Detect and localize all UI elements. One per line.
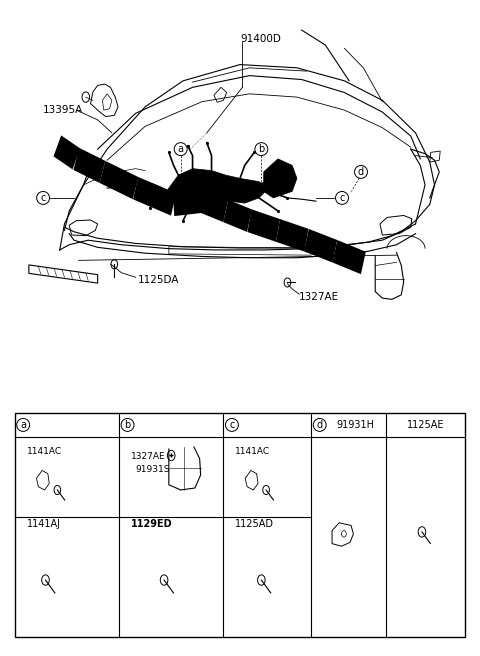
Polygon shape bbox=[333, 240, 366, 274]
Polygon shape bbox=[264, 159, 297, 198]
Text: 1125DA: 1125DA bbox=[138, 275, 180, 285]
Text: 1327AE: 1327AE bbox=[131, 452, 166, 461]
Text: 1125AD: 1125AD bbox=[235, 520, 274, 529]
Text: 1141AC: 1141AC bbox=[26, 447, 61, 456]
Polygon shape bbox=[173, 190, 203, 216]
Text: d: d bbox=[317, 420, 323, 430]
Text: 91400D: 91400D bbox=[240, 33, 281, 43]
Text: 91931H: 91931H bbox=[337, 420, 375, 430]
Text: a: a bbox=[20, 420, 26, 430]
Polygon shape bbox=[200, 190, 228, 222]
Polygon shape bbox=[164, 169, 268, 205]
Polygon shape bbox=[99, 161, 139, 199]
Text: d: d bbox=[358, 167, 364, 177]
Text: c: c bbox=[229, 420, 235, 430]
Polygon shape bbox=[247, 209, 280, 242]
Polygon shape bbox=[133, 177, 176, 216]
Polygon shape bbox=[223, 199, 252, 232]
Text: c: c bbox=[40, 193, 46, 203]
Polygon shape bbox=[73, 148, 105, 183]
Text: 13395A: 13395A bbox=[43, 105, 84, 115]
Text: c: c bbox=[339, 193, 345, 203]
Text: b: b bbox=[124, 420, 131, 430]
Text: a: a bbox=[178, 144, 184, 154]
Text: 1327AE: 1327AE bbox=[300, 292, 339, 302]
Polygon shape bbox=[276, 219, 309, 251]
Polygon shape bbox=[53, 135, 80, 169]
Text: 1141AJ: 1141AJ bbox=[26, 520, 60, 529]
Text: 91931S: 91931S bbox=[136, 465, 170, 474]
Bar bbox=[14, 413, 466, 637]
Text: 1129ED: 1129ED bbox=[131, 520, 172, 529]
Text: 1125AE: 1125AE bbox=[407, 420, 444, 430]
Polygon shape bbox=[304, 229, 337, 262]
Text: b: b bbox=[258, 144, 264, 154]
Text: 1141AC: 1141AC bbox=[235, 447, 270, 456]
